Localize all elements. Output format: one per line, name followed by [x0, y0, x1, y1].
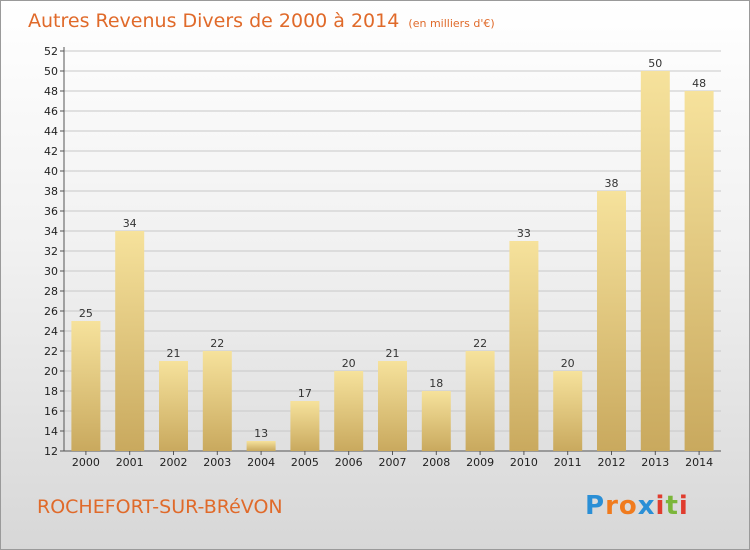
data-label: 18 — [429, 377, 443, 390]
data-label: 38 — [605, 177, 619, 190]
bar — [159, 361, 188, 451]
chart-title-block: Autres Revenus Divers de 2000 à 2014 (en… — [28, 10, 495, 32]
x-tick-label: 2005 — [291, 456, 319, 469]
data-label: 33 — [517, 227, 531, 240]
data-label: 34 — [123, 217, 137, 230]
bar — [334, 371, 364, 451]
bar — [246, 441, 276, 451]
x-tick-label: 2000 — [72, 456, 100, 469]
y-tick-label: 48 — [44, 85, 58, 98]
x-tick-label: 2014 — [685, 456, 713, 469]
x-tick-label: 2001 — [116, 456, 144, 469]
logo-letter: t — [665, 491, 679, 521]
x-tick-label: 2004 — [247, 456, 275, 469]
y-tick-label: 16 — [44, 405, 58, 418]
y-tick-label: 22 — [44, 345, 58, 358]
data-label: 21 — [167, 347, 181, 360]
bar — [509, 241, 539, 451]
y-tick-label: 30 — [44, 265, 58, 278]
y-tick-label: 18 — [44, 385, 58, 398]
y-tick-label: 26 — [44, 305, 58, 318]
data-label: 17 — [298, 387, 312, 400]
x-tick-label: 2008 — [422, 456, 450, 469]
x-tick-label: 2009 — [466, 456, 494, 469]
bar — [640, 71, 670, 451]
logo-letter: P — [585, 491, 606, 521]
y-tick-label: 14 — [44, 425, 58, 438]
y-tick-label: 32 — [44, 245, 58, 258]
y-tick-label: 42 — [44, 145, 58, 158]
data-label: 21 — [386, 347, 400, 360]
y-tick-label: 46 — [44, 105, 58, 118]
y-tick-label: 50 — [44, 65, 58, 78]
y-tick-label: 28 — [44, 285, 58, 298]
bar — [71, 321, 101, 451]
y-tick-label: 36 — [44, 205, 58, 218]
data-label: 13 — [254, 427, 268, 440]
logo-letter: x — [637, 491, 656, 521]
chart-title: Autres Revenus Divers de 2000 à 2014 — [28, 10, 400, 32]
y-tick-label: 52 — [44, 45, 58, 58]
bar — [684, 91, 714, 451]
data-label: 50 — [648, 57, 662, 70]
y-tick-label: 44 — [44, 125, 58, 138]
x-tick-label: 2006 — [335, 456, 363, 469]
bar — [553, 371, 583, 451]
y-tick-label: 12 — [44, 445, 58, 458]
x-tick-label: 2007 — [379, 456, 407, 469]
x-tick-label: 2012 — [598, 456, 626, 469]
data-label: 25 — [79, 307, 93, 320]
bar — [290, 401, 320, 451]
y-tick-label: 40 — [44, 165, 58, 178]
x-tick-label: 2013 — [641, 456, 669, 469]
x-tick-label: 2002 — [160, 456, 188, 469]
data-label: 20 — [561, 357, 575, 370]
bar — [597, 191, 626, 451]
bar — [421, 391, 451, 451]
proxiti-logo: Proxiti — [585, 491, 689, 521]
x-tick-label: 2011 — [554, 456, 582, 469]
y-tick-label: 34 — [44, 225, 58, 238]
data-label: 20 — [342, 357, 356, 370]
x-tick-label: 2003 — [203, 456, 231, 469]
bar — [115, 231, 145, 451]
data-label: 22 — [210, 337, 224, 350]
bar — [378, 361, 407, 451]
chart-unit-note: (en milliers d'€) — [408, 17, 495, 30]
town-name: ROCHEFORT-SUR-BRéVON — [37, 496, 283, 518]
data-label: 48 — [692, 77, 706, 90]
y-tick-label: 38 — [44, 185, 58, 198]
bar — [202, 351, 232, 451]
logo-letter: r — [605, 491, 619, 521]
logo-letter: o — [618, 491, 638, 521]
data-label: 22 — [473, 337, 487, 350]
logo-letter: i — [655, 491, 666, 521]
x-tick-label: 2010 — [510, 456, 538, 469]
y-tick-label: 24 — [44, 325, 58, 338]
y-tick-label: 20 — [44, 365, 58, 378]
logo-letter: i — [678, 491, 689, 521]
bar — [465, 351, 495, 451]
